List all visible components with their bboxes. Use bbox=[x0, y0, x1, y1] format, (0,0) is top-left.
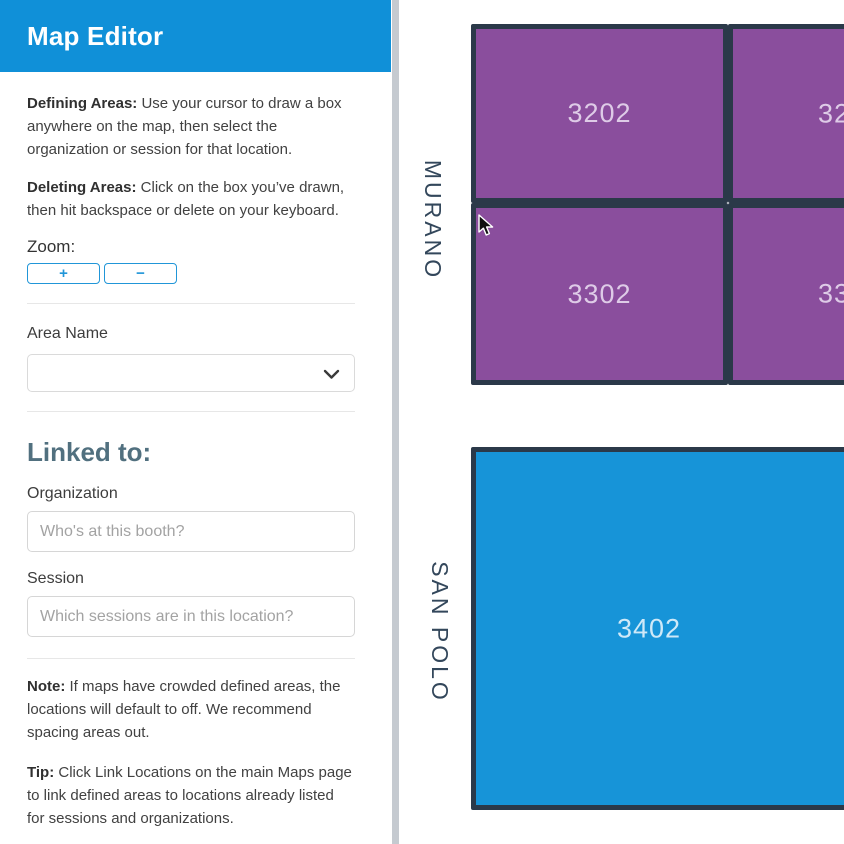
organization-label: Organization bbox=[27, 485, 118, 502]
zoom-out-button[interactable]: − bbox=[104, 263, 177, 284]
note-text: If maps have crowded defined areas, the … bbox=[27, 678, 341, 741]
map-area-3402-label: 3402 bbox=[616, 613, 682, 643]
section-label-murano: MURANO bbox=[420, 159, 446, 281]
note-bold: Note: bbox=[27, 678, 66, 695]
instruction-defining-areas-bold: Defining Areas: bbox=[27, 95, 138, 112]
section-label-san-polo: SAN POLO bbox=[427, 561, 453, 703]
divider bbox=[27, 411, 355, 412]
session-label: Session bbox=[27, 570, 84, 587]
linked-to-heading: Linked to: bbox=[27, 437, 152, 467]
instruction-deleting-areas-bold: Deleting Areas: bbox=[27, 179, 137, 196]
sidebar-content: Defining Areas: Use your cursor to draw … bbox=[0, 72, 391, 830]
divider bbox=[27, 658, 355, 659]
zoom-controls: + − bbox=[27, 263, 355, 284]
sidebar: Map Editor Defining Areas: Use your curs… bbox=[0, 0, 391, 844]
organization-input[interactable] bbox=[27, 511, 355, 552]
sidebar-scrollbar[interactable] bbox=[392, 0, 399, 844]
instruction-deleting-areas-text: Click on the box you’ve drawn, then hit … bbox=[27, 179, 345, 219]
map-area-32xx-top[interactable]: 32 bbox=[728, 24, 844, 203]
tip-bold: Tip: bbox=[27, 764, 55, 781]
tip-text: Click Link Locations on the main Maps pa… bbox=[27, 764, 352, 827]
chevron-down-icon bbox=[323, 367, 340, 385]
map-area-33xx-bottom-label: 33 bbox=[818, 278, 844, 309]
tip-paragraph: Tip: Click Link Locations on the main Ma… bbox=[27, 761, 355, 830]
divider bbox=[27, 303, 355, 304]
session-input[interactable] bbox=[27, 596, 355, 637]
page-title: Map Editor bbox=[27, 20, 164, 51]
map-area-3202-label: 3202 bbox=[567, 98, 632, 128]
zoom-in-button[interactable]: + bbox=[27, 263, 100, 284]
map-area-3302[interactable]: 3302 bbox=[471, 203, 728, 385]
map-area-3302-label: 3302 bbox=[567, 278, 632, 309]
instruction-defining-areas-text: Use your cursor to draw a box anywhere o… bbox=[27, 95, 342, 158]
map-area-3402[interactable]: 3402 bbox=[471, 447, 844, 810]
map-area-3202[interactable]: 3202 bbox=[471, 24, 728, 203]
zoom-label: Zoom: bbox=[27, 237, 76, 256]
map-area-33xx-bottom[interactable]: 33 bbox=[728, 203, 844, 385]
mouse-cursor-icon bbox=[478, 214, 496, 243]
area-name-label: Area Name bbox=[27, 325, 108, 342]
instruction-defining-areas: Defining Areas: Use your cursor to draw … bbox=[27, 92, 355, 161]
area-name-select[interactable] bbox=[27, 354, 355, 392]
map-area-32xx-top-label: 32 bbox=[818, 98, 844, 128]
sidebar-header: Map Editor bbox=[0, 0, 391, 72]
instruction-deleting-areas: Deleting Areas: Click on the box you’ve … bbox=[27, 176, 355, 222]
note-paragraph: Note: If maps have crowded defined areas… bbox=[27, 675, 355, 744]
